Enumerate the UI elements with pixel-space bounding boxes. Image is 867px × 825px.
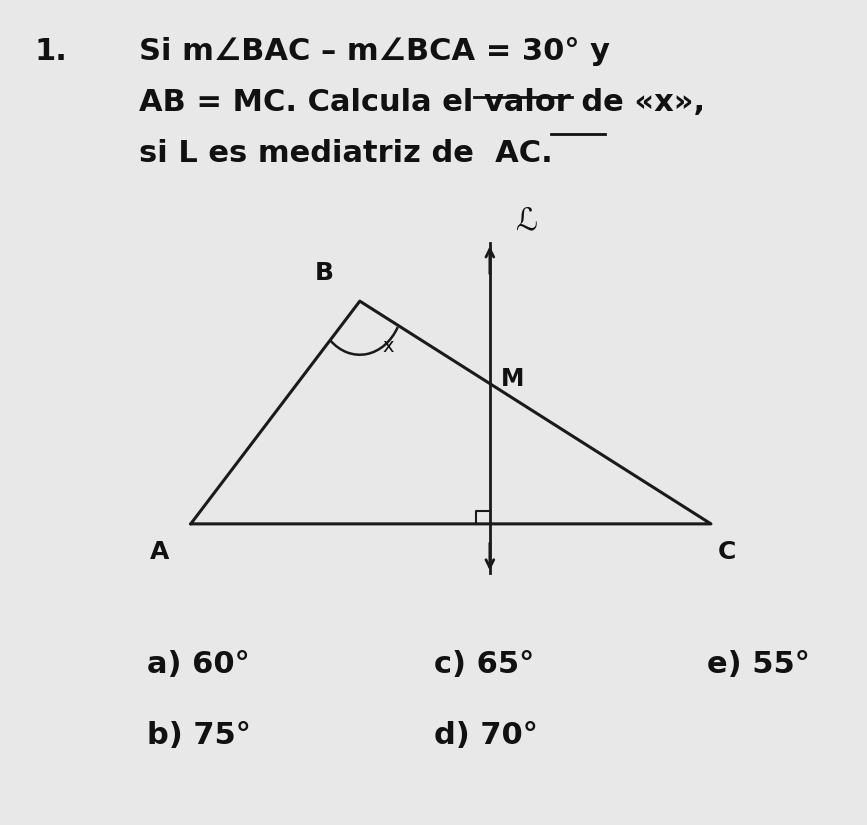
Text: b) 75°: b) 75° <box>147 721 251 751</box>
Text: ℒ: ℒ <box>516 206 538 235</box>
Text: C: C <box>718 540 736 564</box>
Text: M: M <box>501 367 525 392</box>
Text: e) 55°: e) 55° <box>707 649 810 679</box>
Text: B: B <box>315 261 334 285</box>
Text: d) 70°: d) 70° <box>434 721 538 751</box>
Text: A: A <box>150 540 169 564</box>
Text: c) 65°: c) 65° <box>434 649 534 679</box>
Text: si L es mediatriz de  AC.: si L es mediatriz de AC. <box>139 139 552 168</box>
Text: 1.: 1. <box>35 37 68 66</box>
Text: AB = MC. Calcula el valor de «x»,: AB = MC. Calcula el valor de «x», <box>139 88 705 117</box>
Text: x: x <box>382 337 394 356</box>
Text: Si m∠BAC – m∠BCA = 30° y: Si m∠BAC – m∠BCA = 30° y <box>139 37 610 66</box>
Text: a) 60°: a) 60° <box>147 649 251 679</box>
